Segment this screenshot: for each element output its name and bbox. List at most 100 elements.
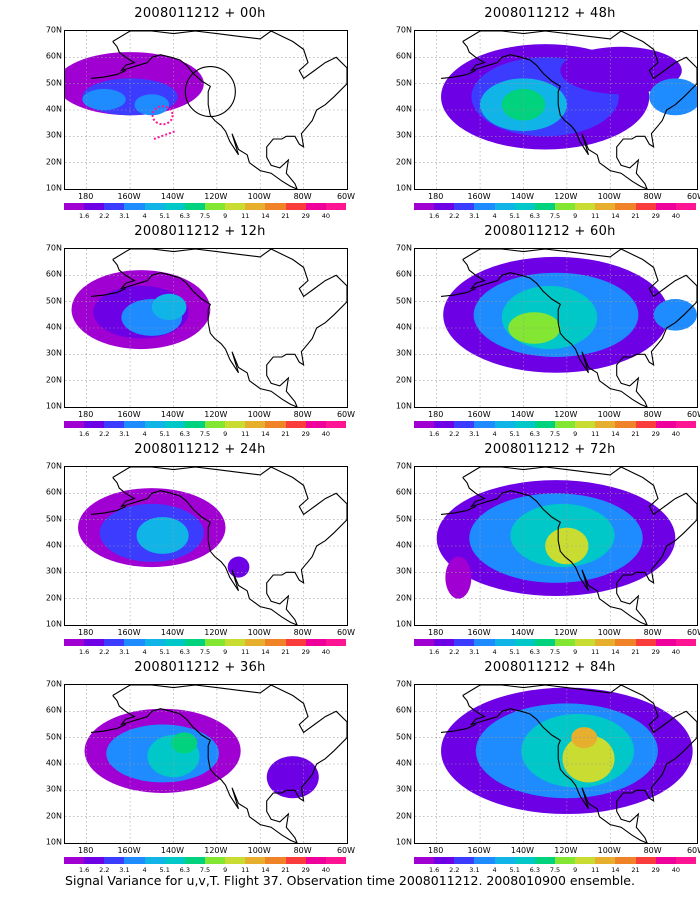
colorbar-label: 6.3 — [179, 212, 191, 220]
colorbar-swatch — [655, 421, 676, 428]
colorbar-swatch — [595, 421, 616, 428]
colorbar-swatch — [144, 421, 165, 428]
latitude-label: 50N — [395, 732, 412, 742]
panel-title: 2008011212 + 36h — [134, 660, 266, 675]
colorbar-swatch — [285, 857, 306, 864]
colorbar-swatch — [655, 857, 676, 864]
colorbar-swatch — [144, 203, 165, 210]
colorbar-swatch — [514, 857, 535, 864]
colorbar-label: 7.5 — [549, 430, 561, 438]
colorbar-swatch — [454, 639, 475, 646]
colorbar-label: 7.5 — [549, 212, 561, 220]
coastline — [462, 467, 697, 625]
colorbar-label: 40 — [671, 866, 680, 874]
variance-contour — [266, 756, 319, 799]
colorbar-label: 29 — [651, 866, 660, 874]
colorbar-swatch — [305, 203, 326, 210]
variance-map — [65, 249, 347, 407]
panel-title: 2008011212 + 72h — [484, 442, 616, 457]
colorbar-swatch — [84, 857, 105, 864]
aleutian-islands — [90, 287, 126, 297]
variance-map — [415, 467, 697, 625]
latitude-label: 20N — [45, 157, 62, 167]
colorbar-label: 21 — [281, 648, 290, 656]
map-panel: 2008011212 + 36h 70N 60N 50N 40N 30N 20N 10N 180… — [30, 654, 370, 874]
colorbar-label: 14 — [261, 212, 270, 220]
colorbar-label: 9 — [573, 430, 578, 438]
colorbar-swatch — [554, 639, 576, 646]
coastline — [112, 31, 347, 189]
coastline — [462, 685, 697, 843]
colorbar-label: 14 — [611, 212, 620, 220]
colorbar-swatch — [225, 203, 246, 210]
colorbar-swatch — [414, 857, 435, 864]
colorbar-label: 4 — [142, 430, 147, 438]
colorbar — [64, 203, 346, 210]
longitude-label: 60W — [686, 628, 700, 637]
colorbar-swatch — [454, 421, 475, 428]
panel-title: 2008011212 + 60h — [484, 224, 616, 239]
colorbar-swatch — [494, 639, 515, 646]
colorbar-swatch — [595, 857, 616, 864]
colorbar-swatch — [675, 857, 696, 864]
colorbar-label: 14 — [261, 866, 270, 874]
colorbar-swatch — [64, 857, 85, 864]
map-frame — [414, 248, 698, 408]
map-frame — [414, 684, 698, 844]
longitude-label: 100W — [247, 410, 271, 419]
longitude-label: 180 — [428, 628, 444, 637]
map-panel: 2008011212 + 84h 70N 60N 50N 40N 30N 20N 10N 180… — [380, 654, 700, 874]
latitude-label: 50N — [395, 78, 412, 88]
colorbar-label: 11 — [241, 648, 250, 656]
colorbar-label: 2.2 — [99, 648, 110, 656]
aleutian-islands — [440, 505, 476, 515]
colorbar-label: 9 — [223, 212, 228, 220]
colorbar-swatch — [474, 421, 495, 428]
latitude-label: 70N — [45, 25, 62, 35]
latitude-label: 40N — [395, 540, 412, 550]
colorbar-label: 14 — [611, 866, 620, 874]
coastline — [462, 31, 697, 189]
colorbar-label: 29 — [651, 648, 660, 656]
colorbar-label: 14 — [611, 430, 620, 438]
latitude-label: 10N — [395, 183, 412, 193]
longitude-label: 160W — [467, 192, 491, 201]
colorbar-swatch — [204, 421, 226, 428]
longitude-label: 60W — [686, 410, 700, 419]
longitude-label: 120W — [554, 846, 578, 855]
colorbar-swatch — [124, 421, 145, 428]
map-frame — [414, 30, 698, 190]
latitude-label: 30N — [395, 566, 412, 576]
colorbar-label: 21 — [631, 866, 640, 874]
longitude-label: 180 — [428, 410, 444, 419]
variance-map — [65, 31, 347, 189]
longitude-label: 120W — [204, 192, 228, 201]
latitude-label: 70N — [395, 461, 412, 471]
colorbar-swatch — [575, 857, 596, 864]
map-panel: 2008011212 + 00h 70N 60N 50N 40N 30N 20N 10N 180… — [30, 0, 370, 220]
colorbar-label: 29 — [301, 866, 310, 874]
colorbar-label: 4 — [492, 866, 497, 874]
longitude-label: 80W — [643, 410, 662, 419]
colorbar-swatch — [514, 639, 535, 646]
colorbar-swatch — [615, 639, 636, 646]
colorbar-swatch — [554, 857, 576, 864]
colorbar-swatch — [164, 857, 185, 864]
colorbar-label: 3.1 — [469, 866, 480, 874]
colorbar-swatch — [164, 203, 185, 210]
colorbar-label: 11 — [591, 866, 600, 874]
colorbar-swatch — [534, 857, 555, 864]
colorbar-swatch — [514, 203, 535, 210]
colorbar-swatch — [265, 857, 286, 864]
colorbar-label: 5.1 — [159, 212, 170, 220]
longitude-label: 180 — [428, 846, 444, 855]
colorbar-label: 4 — [142, 866, 147, 874]
colorbar-label: 11 — [241, 212, 250, 220]
colorbar-label: 29 — [651, 212, 660, 220]
colorbar-label: 5.1 — [159, 866, 170, 874]
colorbar-swatch — [325, 639, 346, 646]
latitude-label: 40N — [45, 322, 62, 332]
colorbar-label: 29 — [651, 430, 660, 438]
latitude-label: 20N — [395, 157, 412, 167]
colorbar-swatch — [615, 857, 636, 864]
